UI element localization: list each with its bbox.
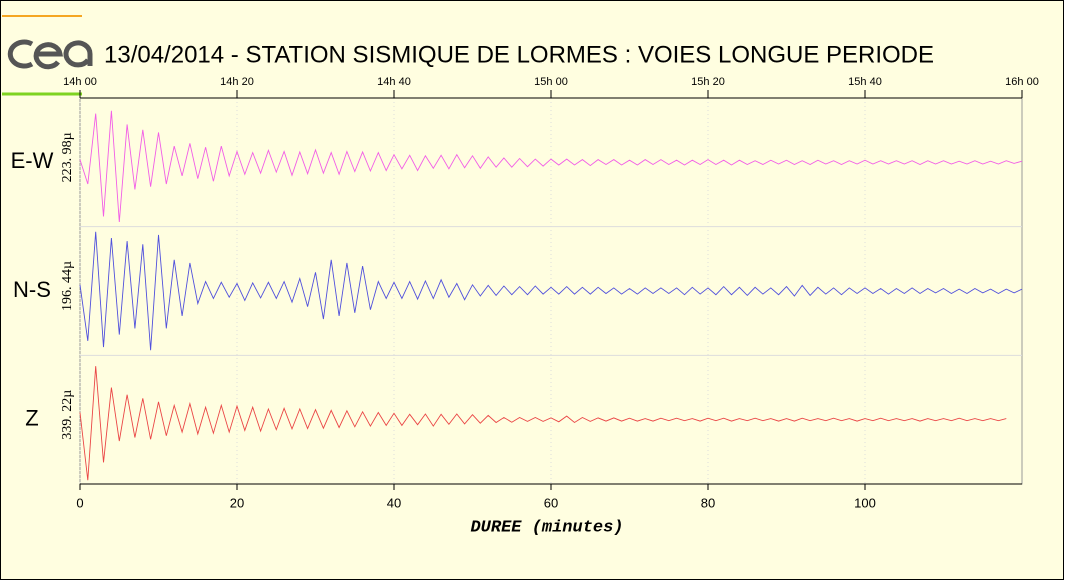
top-tick-label: 14h 00	[63, 76, 97, 88]
logo	[7, 39, 93, 70]
x-tick-label: 80	[701, 495, 715, 510]
x-tick-label: 40	[387, 495, 401, 510]
x-tick-label: 100	[854, 495, 876, 510]
channel-label: N-S	[13, 277, 51, 302]
top-tick-label: 15h 40	[848, 76, 882, 88]
x-tick-label: 20	[230, 495, 244, 510]
x-axis-label: DUREE (minutes)	[470, 518, 623, 537]
chart-title: 13/04/2014 - STATION SISMIQUE DE LORMES …	[104, 41, 934, 68]
top-tick-label: 14h 20	[220, 76, 254, 88]
x-tick-label: 0	[76, 495, 83, 510]
top-tick-label: 14h 40	[377, 76, 411, 88]
trace	[79, 366, 1007, 481]
amplitude-label: 339. 22µ	[60, 390, 75, 440]
x-tick-label: 60	[544, 495, 558, 510]
amplitude-label: 196. 44µ	[60, 261, 75, 311]
amplitude-label: 223. 98µ	[60, 132, 75, 182]
channel-label: Z	[25, 405, 38, 430]
channel-label: E-W	[11, 148, 54, 173]
top-tick-label: 15h 20	[691, 76, 725, 88]
top-tick-label: 16h 00	[1005, 76, 1039, 88]
trace	[79, 110, 1023, 223]
trace	[79, 231, 1023, 351]
top-tick-label: 15h 00	[534, 76, 568, 88]
